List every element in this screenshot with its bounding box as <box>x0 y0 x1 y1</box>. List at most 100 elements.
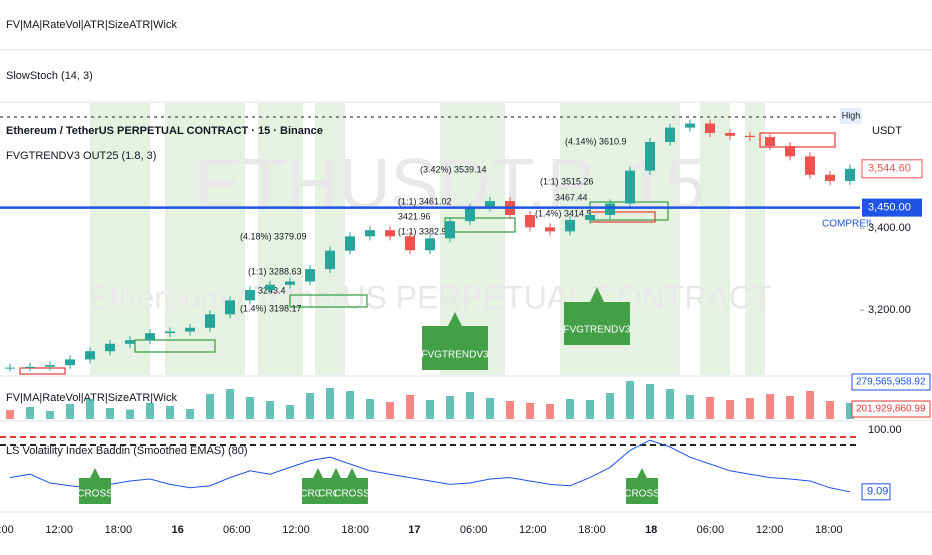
candle-body <box>665 127 675 142</box>
signal-label: FVGTRENDV3 <box>421 350 489 361</box>
volume-bar <box>486 398 494 419</box>
candle-body <box>565 219 575 232</box>
volume-bar <box>586 400 594 419</box>
volume-bar <box>566 399 574 419</box>
level-label: 3,450.00 <box>868 202 911 214</box>
volume-bar <box>46 411 54 419</box>
candle-body <box>825 174 835 181</box>
volume-bar <box>646 384 654 419</box>
annotation: 3467.44 <box>555 192 588 202</box>
candle-body <box>265 284 275 291</box>
volume-bar <box>106 408 114 419</box>
annotation: (1:1) 3461.02 <box>398 196 452 206</box>
volume-bar <box>846 403 854 419</box>
candle-body <box>645 141 655 171</box>
cross-label: CROSS <box>624 489 660 500</box>
x-tick-label: 06:00 <box>223 524 251 536</box>
volume-bar <box>66 404 74 419</box>
volume-bar <box>386 402 394 419</box>
y-tick-label: 3,200.00 <box>868 304 911 316</box>
volume-bar <box>326 388 334 419</box>
watermark-sub: Ethereum / TetherUS PERPETUAL CONTRACT <box>89 279 772 315</box>
annotation: (1.4%) 3414.5 <box>535 208 592 218</box>
volume-bar <box>206 394 214 419</box>
x-tick-label: 00:00 <box>0 524 14 536</box>
candle-body <box>705 123 715 133</box>
currency: USDT <box>872 125 902 137</box>
candle-body <box>805 156 815 175</box>
x-tick-label: 18:00 <box>578 524 606 536</box>
pane-label: SlowStoch (14, 3) <box>6 70 93 82</box>
candle-body <box>485 201 495 208</box>
x-tick-label: 16 <box>171 524 183 536</box>
x-tick-label: 17 <box>408 524 420 536</box>
x-tick-label: 12:00 <box>756 524 784 536</box>
candle-body <box>85 351 95 360</box>
candle-body <box>685 123 695 128</box>
volume-bar <box>686 395 694 419</box>
volume-bar <box>666 389 674 419</box>
x-tick-label: 18 <box>645 524 657 536</box>
annotation: (3.42%) 3539.14 <box>420 164 487 174</box>
volume-bar <box>406 395 414 419</box>
candle-body <box>445 221 455 239</box>
candle-body <box>225 300 235 315</box>
annotation: (4.18%) 3379.09 <box>240 231 307 241</box>
candle-body <box>765 137 775 147</box>
x-tick-label: 12:00 <box>45 524 73 536</box>
pane-label: LS Volatility Index Baddin (Smoothed EMA… <box>6 445 248 457</box>
candle-body <box>845 168 855 181</box>
candle-body <box>365 230 375 237</box>
pane-label: FV|MA|RateVol|ATR|SizeATR|Wick <box>6 392 177 404</box>
volume-bar <box>766 394 774 419</box>
high-box <box>840 108 862 124</box>
x-tick-label: 18:00 <box>815 524 843 536</box>
volume-bar <box>426 400 434 419</box>
chart-title: Ethereum / TetherUS PERPETUAL CONTRACT ·… <box>6 125 323 137</box>
cross-label: CROSS <box>77 489 113 500</box>
candle-body <box>405 236 415 251</box>
annotations: (4.14%) 3610.9 (3.42%) 3539.14 (1:1) 351… <box>240 136 627 313</box>
candle-body <box>465 207 475 222</box>
ma-label: 279,565,958.92 <box>856 377 926 388</box>
volume-bar <box>546 404 554 419</box>
volume-bar <box>226 389 234 419</box>
ma-box <box>851 373 931 391</box>
ma-label: 201,929,860.99 <box>856 404 926 415</box>
candle-body <box>45 365 55 367</box>
candle-body <box>585 215 595 220</box>
candle-body <box>305 269 315 282</box>
volume-bar <box>266 401 274 419</box>
volume-bar <box>246 397 254 419</box>
price-box <box>862 198 922 217</box>
cross-label: CROSS <box>334 489 370 500</box>
annotation: 3421.96 <box>398 211 431 221</box>
candle-body <box>545 227 555 232</box>
pane-label: FV|MA|RateVol|ATR|SizeATR|Wick <box>6 19 177 31</box>
price-box <box>861 159 923 179</box>
x-tick-label: 06:00 <box>697 524 725 536</box>
volume-bar <box>506 401 514 419</box>
candle-body <box>345 236 355 251</box>
candle-body <box>425 238 435 251</box>
candle-body <box>625 170 635 204</box>
volume-bar <box>6 410 14 419</box>
candle-body <box>25 366 35 368</box>
volume-bar <box>726 400 734 419</box>
candle-body <box>145 333 155 341</box>
candle-body <box>525 215 535 228</box>
annotation: 3243.4 <box>258 285 286 295</box>
annotation: (1.4%) 3198.17 <box>240 303 302 313</box>
volume-bar <box>186 409 194 419</box>
candle-body <box>165 331 175 334</box>
volume-bar <box>826 401 834 419</box>
candle-body <box>785 146 795 157</box>
x-tick-label: 18:00 <box>105 524 133 536</box>
candle-body <box>385 230 395 237</box>
volume-bar <box>366 399 374 419</box>
volume-bar <box>126 409 134 419</box>
cross-marker <box>626 468 658 504</box>
cross-label: CROSS <box>300 489 336 500</box>
y-tick-label: 100.00 <box>868 424 902 436</box>
